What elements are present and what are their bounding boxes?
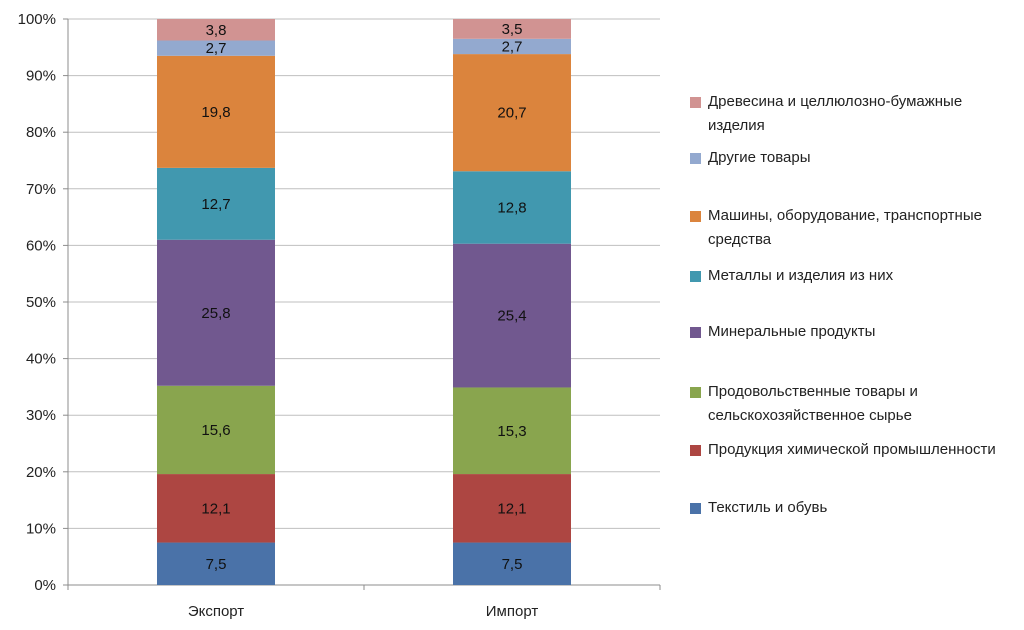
- bar-segment: [157, 474, 275, 543]
- y-tick-label: 20%: [26, 464, 56, 481]
- data-label: 3,8: [206, 22, 227, 39]
- legend-swatch: [690, 153, 701, 164]
- x-tick-labels: Экспорт Импорт: [188, 603, 539, 620]
- legend-label: Продукция химической промышленности: [708, 441, 996, 458]
- y-tick-label: 10%: [26, 520, 56, 537]
- x-tick-label: Импорт: [486, 603, 539, 620]
- legend-label: Минеральные продукты: [708, 323, 876, 340]
- legend-item: Машины, оборудование, транспортные средс…: [690, 206, 1020, 252]
- x-tick-label: Экспорт: [188, 603, 244, 620]
- bar-segment: [453, 54, 571, 172]
- data-label: 2,7: [206, 40, 227, 57]
- legend-label: Металлы и изделия из них: [708, 267, 894, 284]
- y-tick-labels: 0% 10% 20% 30% 40% 50% 60% 70% 80% 90% 100%: [18, 11, 56, 594]
- bar-segment: [157, 40, 275, 56]
- legend-swatch: [690, 387, 701, 398]
- y-tick-label: 30%: [26, 407, 56, 424]
- bar-segment: [453, 38, 571, 55]
- data-label: 20,7: [497, 105, 526, 122]
- legend-label: Другие товары: [708, 149, 811, 166]
- data-label: 25,8: [201, 305, 230, 322]
- legend-item: Продукция химической промышленности: [690, 440, 1020, 462]
- legend-swatch: [690, 445, 701, 456]
- data-label: 12,1: [497, 500, 526, 517]
- legend-label: Машины, оборудование, транспортные средс…: [708, 207, 982, 248]
- legend-swatch: [690, 97, 701, 108]
- data-label: 12,7: [201, 196, 230, 213]
- legend-item: Другие товары: [690, 148, 1020, 170]
- legend-label: Текстиль и обувь: [708, 499, 828, 516]
- legend-swatch: [690, 327, 701, 338]
- bars: [157, 19, 571, 585]
- y-tick-label: 0%: [34, 577, 56, 594]
- legend-label: Древесина и целлюлозно-бумажные изделия: [708, 93, 963, 134]
- y-tick-label: 50%: [26, 294, 56, 311]
- data-label: 7,5: [206, 556, 227, 573]
- y-tick-label: 60%: [26, 237, 56, 254]
- bar-segment: [157, 542, 275, 585]
- bar-segment: [453, 171, 571, 244]
- y-tick-label: 70%: [26, 181, 56, 198]
- bar-segment: [453, 387, 571, 475]
- legend-swatch: [690, 503, 701, 514]
- data-label: 7,5: [502, 556, 523, 573]
- bar-segment: [157, 55, 275, 168]
- gridlines: [68, 18, 660, 529]
- bar-segment: [453, 243, 571, 388]
- legend-item: Минеральные продукты: [690, 322, 1020, 344]
- data-label: 3,5: [502, 21, 523, 38]
- data-labels: 7,512,115,625,812,719,82,73,87,512,115,3…: [201, 21, 526, 573]
- legend-item: Продовольственные товары и сельскохозяйс…: [690, 382, 1020, 428]
- bar-segment: [453, 19, 571, 39]
- legend-swatch: [690, 211, 701, 222]
- data-label: 25,4: [497, 308, 526, 325]
- legend-item: Металлы и изделия из них: [690, 266, 1020, 288]
- y-tick-label: 100%: [18, 11, 56, 28]
- data-label: 19,8: [201, 104, 230, 121]
- data-label: 12,1: [201, 500, 230, 517]
- bar-segment: [157, 19, 275, 41]
- bar-segment: [157, 239, 275, 386]
- legend-item: Текстиль и обувь: [690, 498, 1020, 520]
- data-label: 15,3: [497, 423, 526, 440]
- bar-segment: [453, 474, 571, 543]
- legend-item: Древесина и целлюлозно-бумажные изделия: [690, 92, 1020, 138]
- y-tick-label: 90%: [26, 68, 56, 85]
- data-label: 15,6: [201, 422, 230, 439]
- y-tick-label: 80%: [26, 124, 56, 141]
- y-tick-label: 40%: [26, 351, 56, 368]
- data-label: 12,8: [497, 199, 526, 216]
- bar-segment: [157, 167, 275, 240]
- bar-segment: [157, 385, 275, 475]
- data-label: 2,7: [502, 38, 523, 55]
- bar-segment: [453, 542, 571, 585]
- legend-label: Продовольственные товары и сельскохозяйс…: [708, 383, 918, 424]
- legend-swatch: [690, 271, 701, 282]
